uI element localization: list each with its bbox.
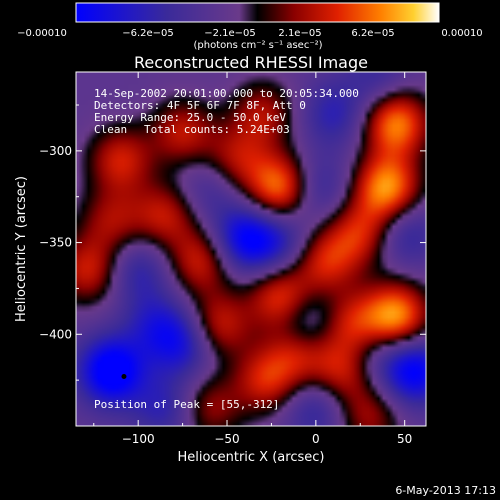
colorbar-tick-label: −6.2e−05 <box>122 28 174 39</box>
x-tick-label: 0 <box>312 432 320 446</box>
colorbar-tick-label: −2.1e−05 <box>204 28 256 39</box>
peak-marker <box>121 373 127 379</box>
heatmap-image <box>76 72 426 426</box>
x-tick-label: 50 <box>397 432 412 446</box>
colorbar <box>75 2 440 23</box>
annotation-time-range: 14-Sep-2002 20:01:00.000 to 20:05:34.000 <box>94 87 359 100</box>
plot-area <box>76 72 426 426</box>
footer-timestamp: 6-May-2013 17:13 <box>395 484 496 497</box>
axis-ticks: −100 −50 0 50 −400 −350 −300 <box>39 72 426 446</box>
y-tick-label: −400 <box>39 327 72 341</box>
colorbar-unit-label: (photons cm⁻² s⁻¹ asec⁻²) <box>193 40 322 51</box>
annotation-algorithm: Clean <box>94 123 127 136</box>
x-axis-label: Heliocentric X (arcsec) <box>178 450 325 465</box>
y-axis-label: Heliocentric Y (arcsec) <box>14 176 29 322</box>
y-tick-label: −350 <box>39 236 72 250</box>
y-tick-label: −300 <box>39 144 72 158</box>
colorbar-tick-label: −0.00010 <box>17 28 67 39</box>
colorbar-tick-label: 0.00010 <box>441 28 482 39</box>
colorbar-ticks: −0.00010 −6.2e−05 −2.1e−05 2.1e−05 6.2e−… <box>17 28 483 39</box>
x-tick-label: −50 <box>214 432 239 446</box>
x-tick-label: −100 <box>122 432 155 446</box>
annotation-peak-position: Position of Peak = [55,-312] <box>94 398 279 411</box>
colorbar-tick-label: 2.1e−05 <box>278 28 321 39</box>
annotation-energy-range: Energy Range: 25.0 - 50.0 keV <box>94 111 286 124</box>
marker-dot <box>121 373 127 379</box>
plot-frame <box>75 71 427 427</box>
chart-title: Reconstructed RHESSI Image <box>134 53 368 72</box>
annotation-total-counts: Total counts: 5.24E+03 <box>144 123 290 136</box>
colorbar-tick-label: 6.2e−05 <box>351 28 394 39</box>
annotation-detectors: Detectors: 4F 5F 6F 7F 8F, Att 0 <box>94 99 306 112</box>
